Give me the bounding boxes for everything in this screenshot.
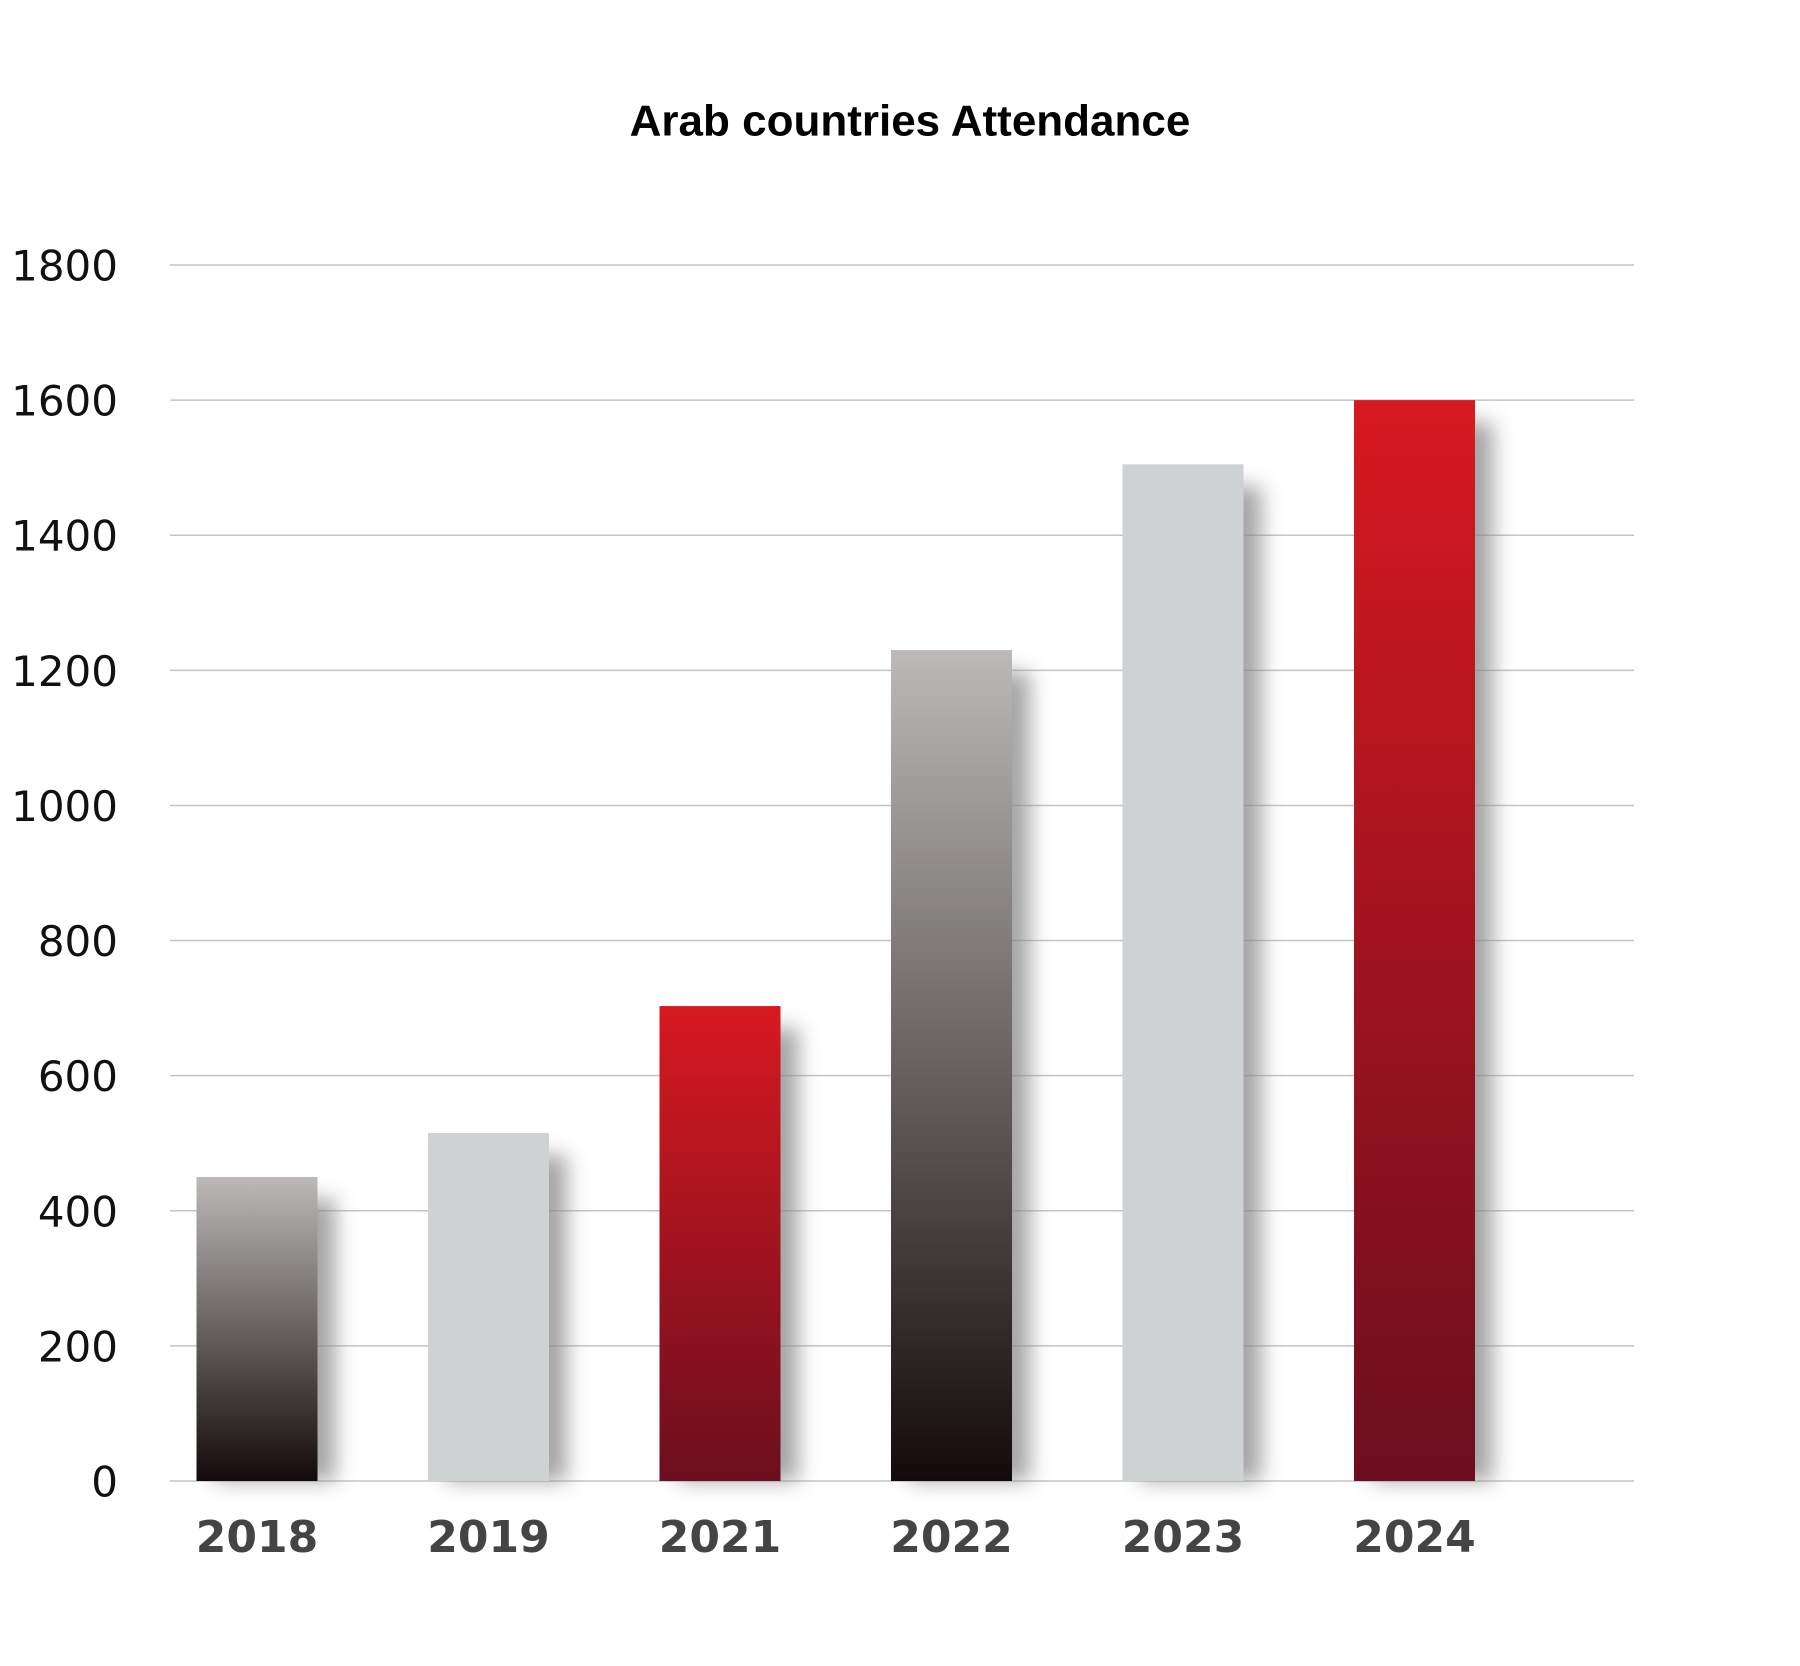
y-tick-label: 600: [38, 1052, 118, 1101]
x-tick-label: 2018: [196, 1512, 318, 1563]
bar: [659, 1006, 781, 1481]
y-tick-label: 800: [38, 917, 118, 966]
bar: [196, 1177, 318, 1481]
x-tick-label: 2019: [427, 1512, 549, 1563]
y-tick-label: 0: [91, 1458, 118, 1507]
y-tick-label: 400: [38, 1187, 118, 1236]
y-tick-label: 1400: [11, 512, 118, 561]
chart-title: Arab countries Attendance: [630, 97, 1191, 146]
y-tick-label: 1600: [11, 377, 118, 426]
x-tick-label: 2023: [1122, 1512, 1244, 1563]
y-tick-label: 1800: [11, 242, 118, 291]
y-tick-label: 1200: [11, 647, 118, 696]
x-tick-label: 2022: [890, 1512, 1012, 1563]
y-tick-label: 1000: [11, 782, 118, 831]
x-tick-label: 2024: [1353, 1512, 1475, 1563]
x-tick-label: 2021: [659, 1512, 781, 1563]
bar: [891, 650, 1012, 1481]
y-tick-label: 200: [38, 1322, 118, 1371]
bar: [428, 1133, 549, 1481]
bar: [1354, 400, 1475, 1482]
bar: [1122, 464, 1244, 1481]
